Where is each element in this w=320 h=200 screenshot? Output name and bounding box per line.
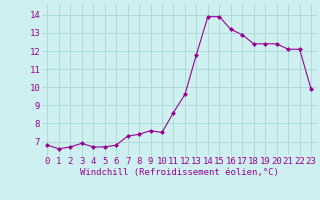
X-axis label: Windchill (Refroidissement éolien,°C): Windchill (Refroidissement éolien,°C) (80, 168, 279, 177)
